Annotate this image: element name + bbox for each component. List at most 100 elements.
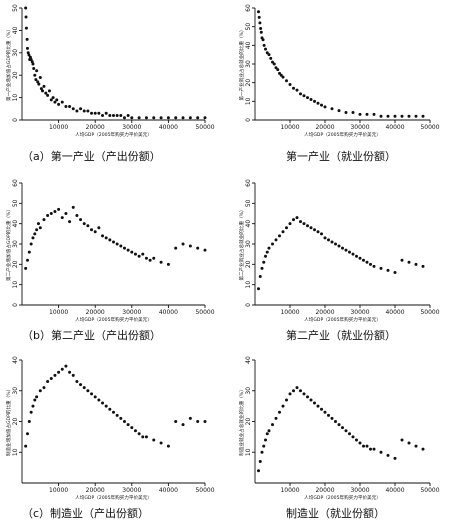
data-point xyxy=(358,256,362,260)
data-point xyxy=(372,112,376,116)
x-tick-label: 50000 xyxy=(195,309,214,316)
y-tick-label: 10 xyxy=(12,281,19,289)
x-axis-label: 人均GDP（2005年购买力平价美元） xyxy=(75,131,152,138)
x-tick-label: 10000 xyxy=(280,309,299,316)
data-point xyxy=(36,80,40,84)
data-point xyxy=(421,264,425,268)
chart-panel-5: 10000 20000 30000 40000 50000 10 20 30 40 人均GDP（2… xyxy=(238,356,440,501)
caption-a: （a）第一产业（产出份额） xyxy=(22,150,161,163)
data-point xyxy=(42,386,46,390)
data-point xyxy=(144,435,148,439)
data-point xyxy=(101,234,105,238)
data-point xyxy=(38,389,42,393)
data-point xyxy=(264,47,267,51)
data-point xyxy=(414,114,418,118)
data-point xyxy=(372,447,376,451)
y-tick-label: 50 xyxy=(245,199,252,207)
data-point xyxy=(60,367,64,371)
y-tick-label: 10 xyxy=(245,448,252,456)
data-point xyxy=(196,246,200,250)
data-point xyxy=(144,256,148,260)
data-point xyxy=(71,205,75,209)
data-point xyxy=(369,262,372,266)
data-point xyxy=(320,407,323,411)
data-point xyxy=(259,30,263,34)
x-axis-label: 人均GDP（2005年购买力平价美元） xyxy=(304,131,381,138)
data-point xyxy=(278,410,281,414)
data-point xyxy=(159,116,163,120)
data-point xyxy=(281,75,285,79)
x-tick-label: 20000 xyxy=(86,124,105,131)
data-point xyxy=(348,250,351,254)
data-point xyxy=(71,373,75,377)
data-point xyxy=(295,216,299,220)
data-point xyxy=(97,398,101,402)
caption-c: （c）制造业（产出份额） xyxy=(22,507,150,520)
data-point xyxy=(257,15,261,19)
x-tick-label: 30000 xyxy=(122,124,141,131)
x-axis-label: 人均GDP（2005年购买力平价美元） xyxy=(304,316,381,323)
data-point xyxy=(188,416,192,420)
data-point xyxy=(264,254,267,258)
data-point xyxy=(203,116,207,120)
y-tick-label: 10 xyxy=(245,281,252,289)
data-point xyxy=(49,376,53,380)
data-point xyxy=(258,275,262,279)
data-point xyxy=(281,230,285,234)
y-tick-label: 10 xyxy=(12,94,19,102)
data-point xyxy=(302,392,306,396)
y-tick-label: 30 xyxy=(12,240,19,248)
data-point xyxy=(306,224,309,228)
data-point xyxy=(264,438,267,442)
data-point xyxy=(152,116,156,120)
data-point xyxy=(112,114,115,118)
data-point xyxy=(90,392,94,396)
data-point xyxy=(288,222,292,226)
data-point xyxy=(27,420,31,423)
y-axis-label: 第一产业增加值占GDP的比重（%） xyxy=(5,27,12,101)
data-point xyxy=(119,114,123,118)
y-tick-label: 40 xyxy=(245,356,252,364)
y-tick-label: 30 xyxy=(12,387,19,395)
y-axis-label: 制造业增加值占GDP的比重（%） xyxy=(5,387,12,456)
x-tick-label: 30000 xyxy=(350,309,369,316)
data-point xyxy=(274,416,278,420)
data-point xyxy=(351,111,355,115)
data-point xyxy=(365,112,369,116)
data-point xyxy=(27,250,31,254)
data-point xyxy=(31,62,35,66)
data-point xyxy=(79,383,83,387)
x-tick-label: 10000 xyxy=(49,124,68,131)
data-point xyxy=(299,389,302,393)
x-tick-label: 30000 xyxy=(350,487,369,494)
data-point xyxy=(358,112,362,116)
data-point xyxy=(386,114,390,118)
y-tick-label: 20 xyxy=(245,418,252,426)
data-point xyxy=(68,220,72,224)
data-point xyxy=(316,230,320,234)
data-point xyxy=(344,111,348,115)
data-point xyxy=(86,389,90,393)
data-point xyxy=(306,96,309,100)
data-point xyxy=(133,429,137,433)
data-point xyxy=(24,6,28,10)
data-point xyxy=(90,111,94,115)
data-point xyxy=(313,228,316,232)
data-point xyxy=(29,242,33,246)
data-point xyxy=(306,395,309,399)
data-point xyxy=(292,218,295,222)
data-point xyxy=(203,420,207,423)
data-point xyxy=(334,420,337,423)
data-point xyxy=(299,92,302,96)
y-tick-label: 20 xyxy=(12,260,19,268)
data-point xyxy=(137,116,141,120)
data-point xyxy=(203,248,207,252)
caption-b: （b）第二产业（产出份额） xyxy=(22,329,161,342)
data-point xyxy=(262,43,266,47)
data-point xyxy=(35,228,39,232)
data-point xyxy=(259,27,263,31)
data-point xyxy=(122,246,126,250)
data-point xyxy=(33,232,37,236)
y-tick-label: 0 xyxy=(245,303,252,307)
data-point xyxy=(24,15,28,19)
